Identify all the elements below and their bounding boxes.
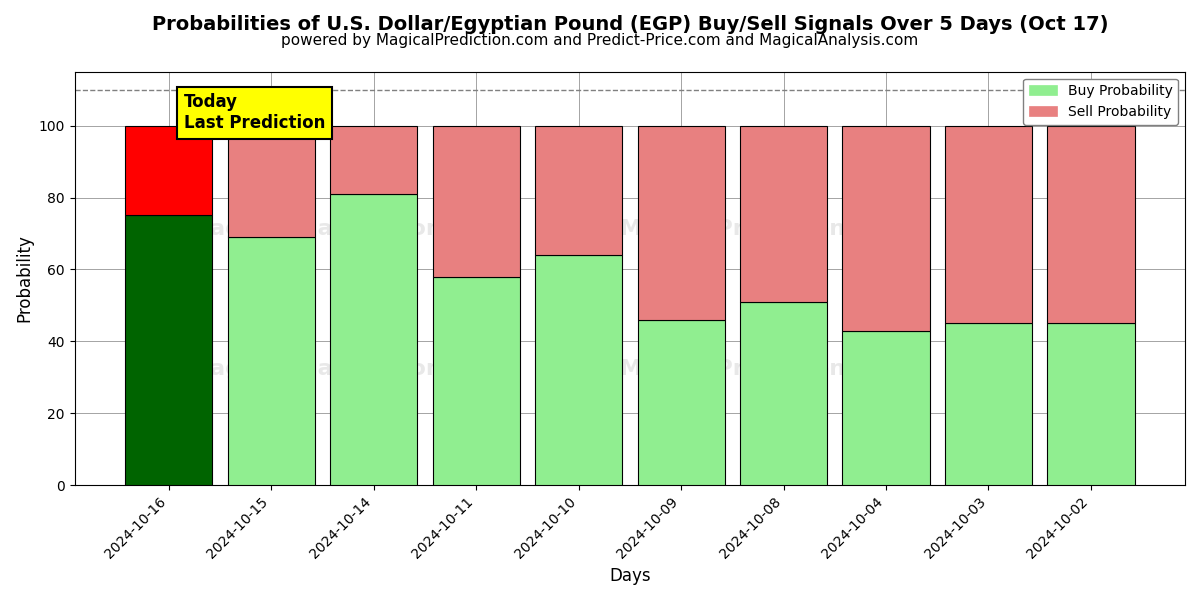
Bar <box>1048 323 1134 485</box>
Bar <box>432 277 520 485</box>
Bar <box>432 125 520 277</box>
Bar <box>842 125 930 331</box>
Bar <box>125 125 212 215</box>
Bar <box>740 302 827 485</box>
Bar <box>535 125 622 255</box>
Bar <box>740 125 827 302</box>
Bar <box>1048 125 1134 323</box>
Bar <box>125 215 212 485</box>
Text: MagicalAnalysis.com: MagicalAnalysis.com <box>188 219 450 239</box>
Text: MagicalPrediction.com: MagicalPrediction.com <box>620 359 906 379</box>
Y-axis label: Probability: Probability <box>16 235 34 322</box>
Legend: Buy Probability, Sell Probability: Buy Probability, Sell Probability <box>1024 79 1178 125</box>
Bar <box>637 125 725 320</box>
X-axis label: Days: Days <box>610 567 650 585</box>
Text: Today
Last Prediction: Today Last Prediction <box>184 93 325 132</box>
Bar <box>842 331 930 485</box>
Bar <box>228 125 314 237</box>
Bar <box>228 237 314 485</box>
Bar <box>535 255 622 485</box>
Bar <box>944 323 1032 485</box>
Bar <box>330 194 418 485</box>
Bar <box>330 125 418 194</box>
Bar <box>944 125 1032 323</box>
Text: powered by MagicalPrediction.com and Predict-Price.com and MagicalAnalysis.com: powered by MagicalPrediction.com and Pre… <box>281 33 919 48</box>
Bar <box>637 320 725 485</box>
Text: MagicalPrediction.com: MagicalPrediction.com <box>620 219 906 239</box>
Text: MagicalAnalysis.com: MagicalAnalysis.com <box>188 359 450 379</box>
Title: Probabilities of U.S. Dollar/Egyptian Pound (EGP) Buy/Sell Signals Over 5 Days (: Probabilities of U.S. Dollar/Egyptian Po… <box>151 15 1108 34</box>
